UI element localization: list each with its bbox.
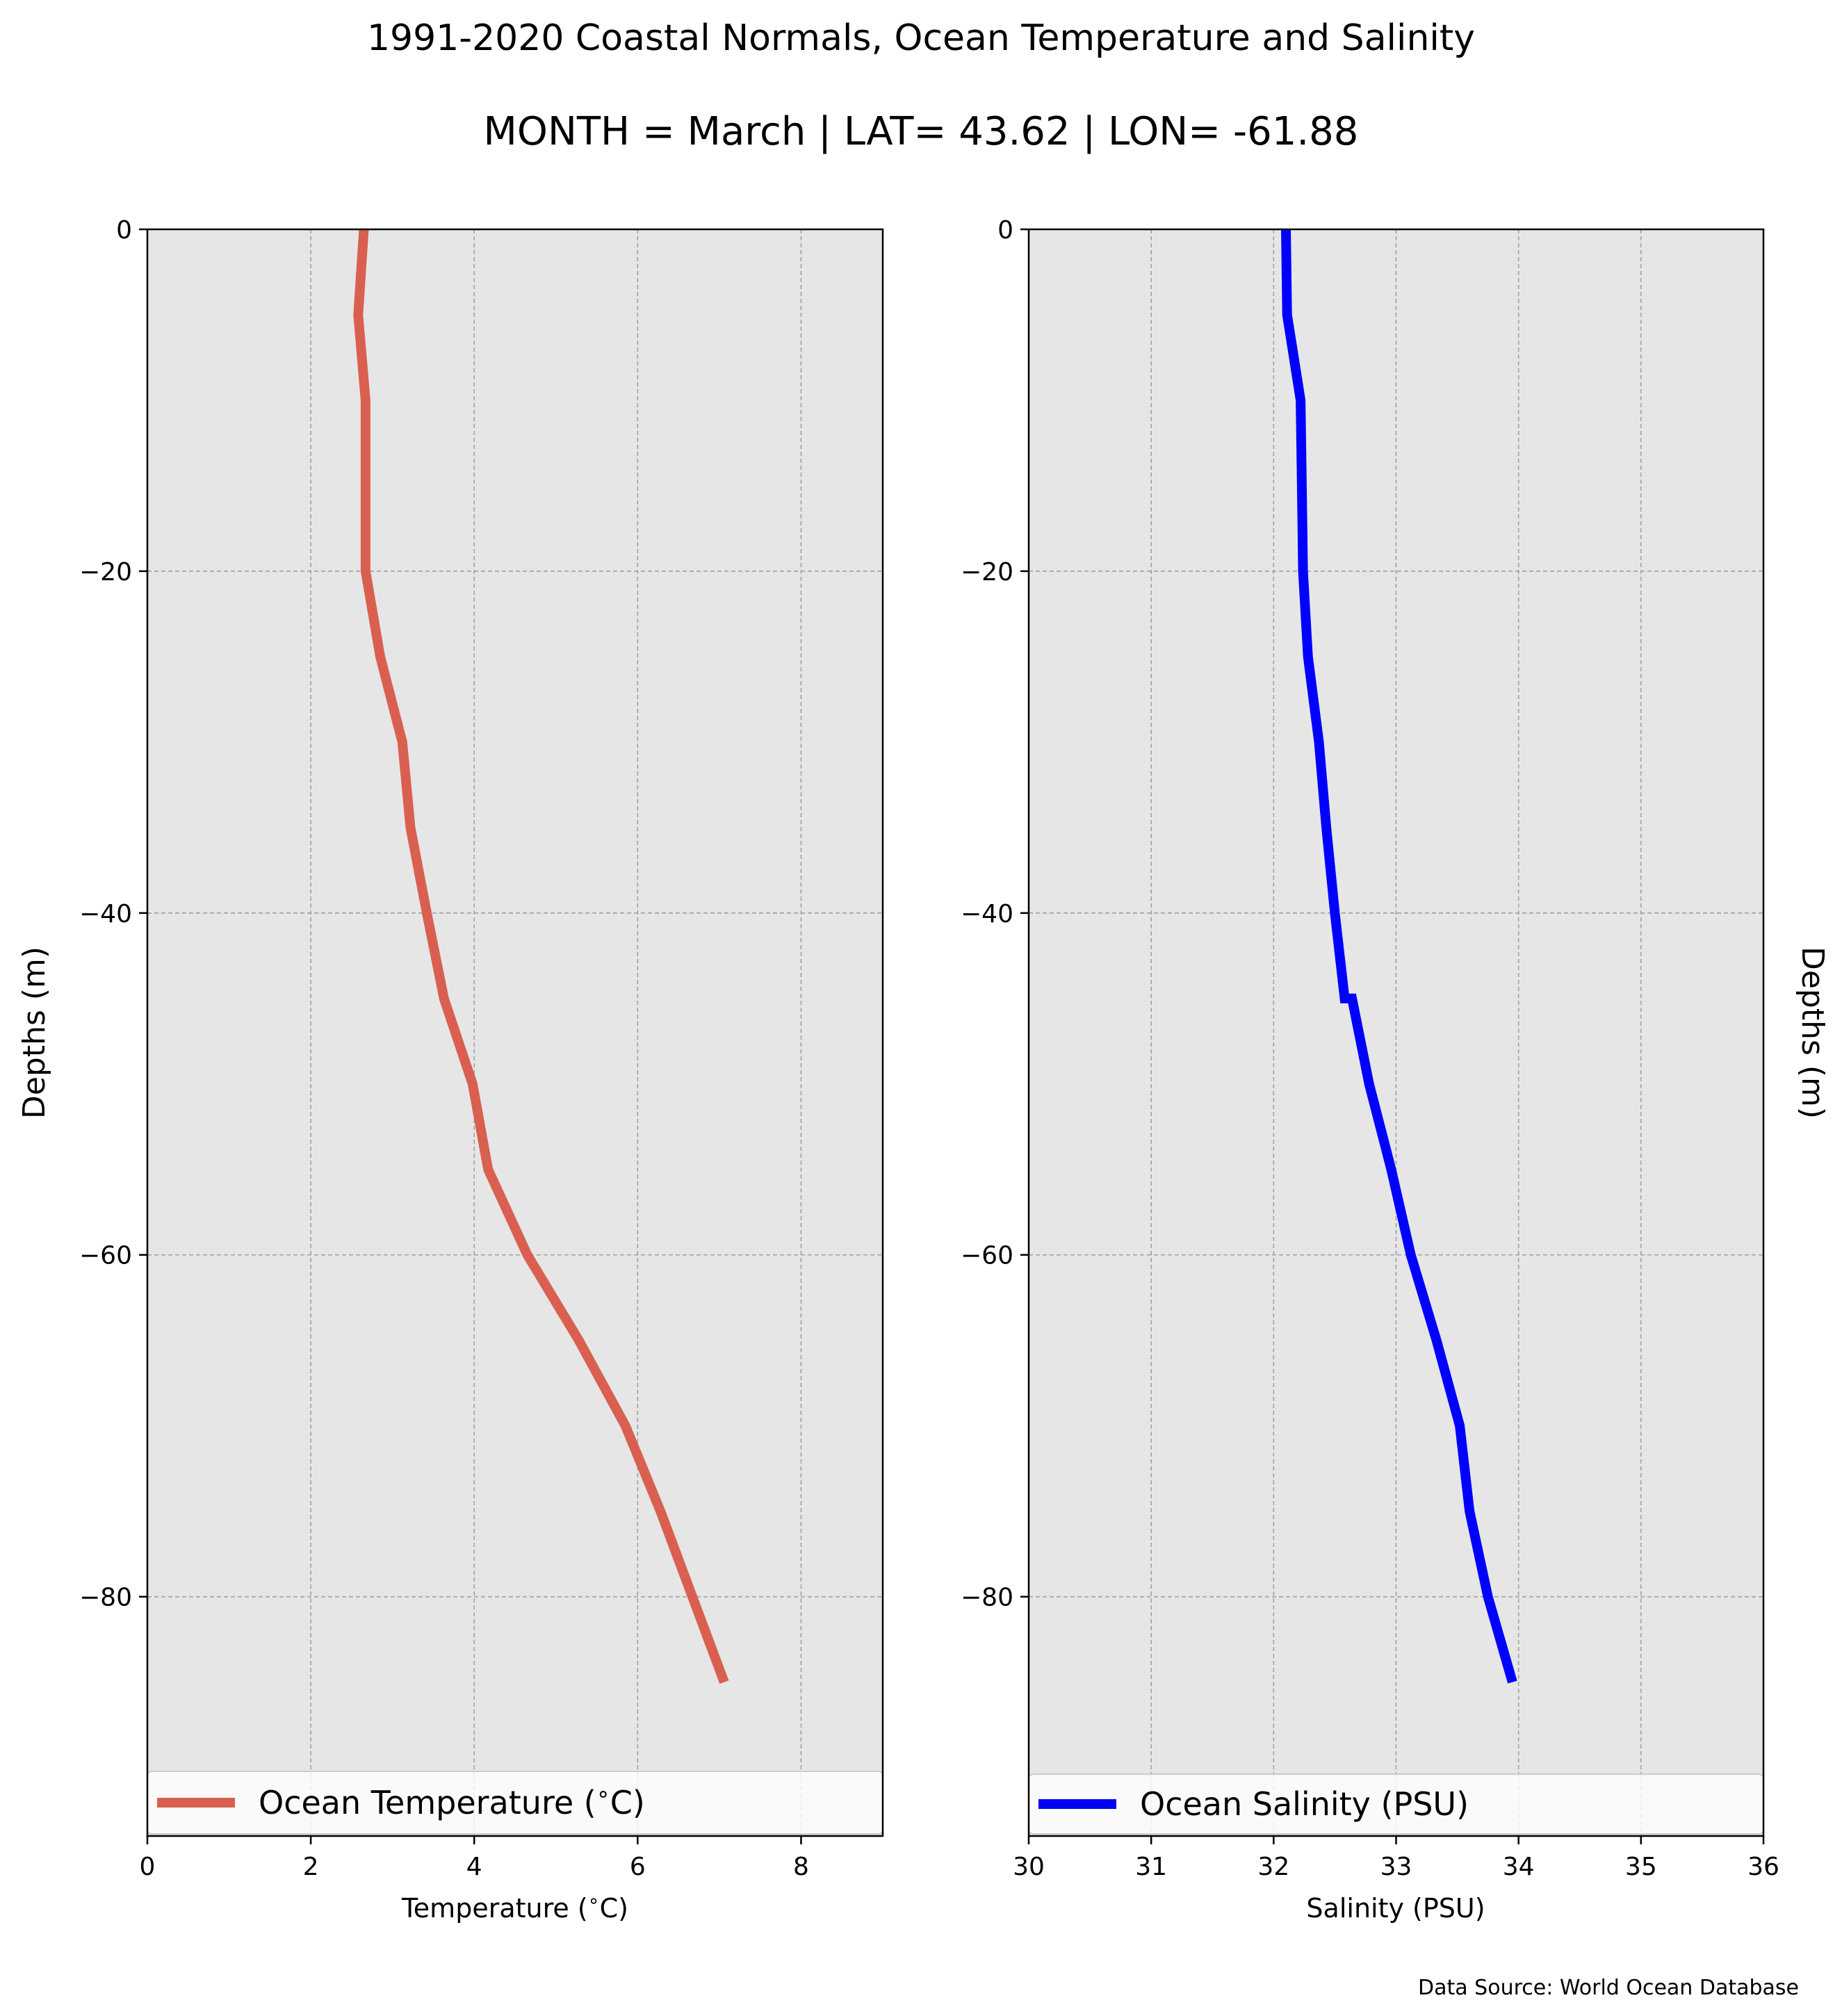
- temperature-legend-label: Ocean Temperature (∘C): [259, 1780, 645, 1821]
- salinity-chart: Ocean Salinity (PSU) 30 31 32 33 34 35 36 0 −20 −…: [961, 216, 1830, 1924]
- salinity-legend: Ocean Salinity (PSU): [1028, 1773, 1764, 1835]
- salinity-y-axis-label: Depths (m): [1795, 946, 1830, 1119]
- temperature-ticks: 0 2 4 6 8 0 −20 −40 −60 −80: [79, 216, 809, 1881]
- salinity-series-line: [1281, 229, 1517, 1684]
- salinity-x-tick-label: 35: [1625, 1853, 1657, 1881]
- data-source-note: Data Source: World Ocean Database: [1418, 1976, 1799, 2000]
- salinity-x-tick-label: 30: [1013, 1853, 1045, 1881]
- salinity-x-tick-label: 34: [1503, 1853, 1535, 1881]
- temperature-x-tick-label: 0: [140, 1853, 156, 1881]
- salinity-y-tick-label: −40: [961, 900, 1013, 928]
- temperature-y-tick-label: −60: [79, 1242, 132, 1270]
- temperature-y-tick-label: −20: [79, 558, 132, 587]
- temperature-y-axis-label: Depths (m): [17, 946, 52, 1119]
- temperature-axes-frame: [146, 228, 884, 1837]
- temperature-x-tick-label: 8: [793, 1853, 809, 1881]
- temperature-legend: Ocean Temperature (∘C): [147, 1771, 883, 1835]
- salinity-x-tick-label: 32: [1257, 1853, 1289, 1881]
- temperature-plot-area: [147, 229, 883, 1836]
- temperature-series-line: [353, 229, 729, 1685]
- salinity-y-tick-label: −20: [961, 558, 1013, 587]
- temperature-y-tick-label: −80: [79, 1584, 132, 1612]
- salinity-x-axis-label: Salinity (PSU): [1306, 1893, 1485, 1924]
- salinity-legend-label: Ocean Salinity (PSU): [1140, 1785, 1469, 1823]
- salinity-y-tick-label: −80: [961, 1584, 1013, 1612]
- figure-title: 1991-2020 Coastal Normals, Ocean Tempera…: [367, 17, 1475, 59]
- salinity-y-tick-label: −60: [961, 1242, 1013, 1270]
- salinity-y-tick-label: 0: [997, 216, 1013, 245]
- salinity-x-tick-label: 31: [1135, 1853, 1167, 1881]
- temperature-y-tick-label: −40: [79, 900, 132, 928]
- temperature-x-tick-label: 2: [303, 1853, 319, 1881]
- figure-subtitle: MONTH = March | LAT= 43.62 | LON= -61.88: [484, 109, 1359, 154]
- temperature-y-tick-label: 0: [116, 216, 132, 245]
- salinity-ticks: 30 31 32 33 34 35 36 0 −20 −40 −60 −80: [961, 216, 1779, 1881]
- temperature-x-tick-label: 6: [630, 1853, 646, 1881]
- temperature-chart: Ocean Temperature (∘C) 0 2 4 6 8 0 −20 −40 −60 −8…: [17, 216, 884, 1924]
- salinity-x-tick-label: 36: [1747, 1853, 1779, 1881]
- temperature-x-tick-label: 4: [466, 1853, 482, 1881]
- salinity-x-tick-label: 33: [1380, 1853, 1412, 1881]
